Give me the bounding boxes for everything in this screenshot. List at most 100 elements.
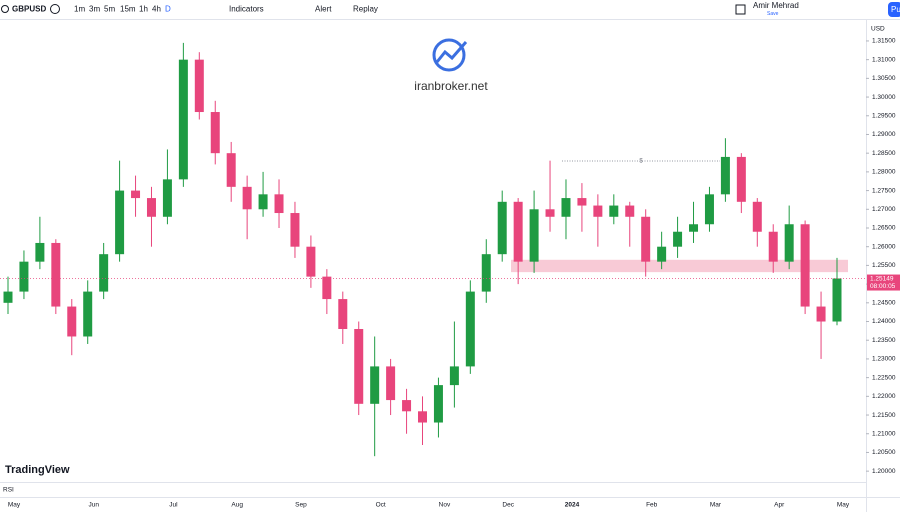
candle-body	[593, 205, 603, 217]
y-tick-label: 1.27500	[872, 187, 896, 194]
y-tick-label: 1.22000	[872, 393, 896, 400]
y-tick-label: 1.28500	[872, 150, 896, 157]
x-tick-label: Jun	[88, 502, 99, 509]
candle-body	[433, 385, 443, 423]
candle-body	[338, 299, 348, 329]
candle-body	[529, 209, 539, 262]
candle-body	[609, 205, 619, 217]
candle-body	[258, 194, 268, 210]
support-zone	[511, 259, 848, 273]
last-price-box	[867, 274, 900, 291]
candle-body	[99, 254, 109, 292]
x-tick-label: Oct	[376, 502, 386, 509]
y-tick-label: 1.29000	[872, 131, 896, 138]
indicators-button[interactable]: Indicators	[229, 5, 264, 14]
user-name[interactable]: Amir Mehrad	[753, 1, 799, 10]
candle-body	[354, 328, 364, 404]
indicator-label: RSI	[3, 487, 14, 494]
y-tick-label: 1.20500	[872, 449, 896, 456]
candle-body	[577, 198, 587, 206]
candle-body	[370, 366, 380, 404]
interval-button[interactable]: 4h	[152, 5, 161, 14]
x-tick-label: Feb	[646, 502, 658, 509]
compare-button[interactable]	[50, 4, 60, 14]
candle-body	[242, 186, 252, 210]
y-tick-label: 1.23000	[872, 356, 896, 363]
candle-body	[67, 306, 77, 337]
x-tick-label: Mar	[710, 502, 722, 509]
candle-body	[449, 366, 459, 386]
x-tick-label: Apr	[774, 502, 785, 509]
interval-button[interactable]: 1m	[74, 5, 85, 14]
save-label[interactable]: Save	[767, 11, 779, 17]
candle-body	[418, 411, 427, 423]
candle-body	[83, 291, 93, 337]
candle-body	[402, 400, 412, 412]
candle-body	[194, 59, 204, 113]
alert-button[interactable]: Alert	[315, 5, 332, 14]
candle-body	[784, 224, 794, 262]
last-price-label: 1.25149	[870, 275, 894, 282]
y-tick-label: 1.20000	[872, 468, 896, 475]
publish-label[interactable]: Pu	[891, 5, 900, 14]
candle-body	[545, 209, 555, 217]
candle-body	[720, 156, 730, 195]
interval-button[interactable]: 15m	[120, 5, 136, 14]
currency[interactable]: USD	[871, 26, 885, 33]
account-icon[interactable]	[735, 4, 746, 15]
candle-body	[752, 201, 762, 232]
candle-body	[832, 278, 842, 322]
y-tick-label: 1.24000	[872, 318, 896, 325]
y-tick-label: 1.30500	[872, 75, 896, 82]
candle-body	[641, 216, 651, 262]
search-icon[interactable]	[1, 5, 9, 13]
y-tick-label: 1.29500	[872, 112, 896, 119]
candle-body	[3, 291, 13, 303]
candle-body	[513, 201, 523, 262]
candle-body	[51, 242, 61, 307]
interval-button[interactable]: D	[165, 5, 171, 14]
y-tick-label: 1.28000	[872, 169, 896, 176]
candle-body	[481, 254, 491, 292]
logo	[432, 38, 468, 72]
candle-body	[210, 112, 220, 154]
y-tick-label: 1.31000	[872, 56, 896, 63]
y-tick-label: 1.22500	[872, 374, 896, 381]
candle-body	[19, 261, 29, 292]
interval-button[interactable]: 5m	[104, 5, 115, 14]
candle-body	[162, 179, 172, 217]
y-tick-label: 1.26000	[872, 243, 896, 250]
candle-body	[465, 291, 475, 367]
candle-body	[800, 224, 810, 307]
watermark-site: iranbroker.net	[414, 79, 488, 93]
x-tick-label: May	[8, 502, 21, 509]
publish-button[interactable]	[888, 2, 900, 17]
y-tick-label: 1.24500	[872, 300, 896, 307]
x-tick-label: May	[837, 502, 850, 509]
candle-body	[290, 213, 300, 247]
y-tick-label: 1.21500	[872, 412, 896, 419]
tradingview-logo: TradingView	[5, 464, 70, 476]
candle-body	[386, 366, 396, 401]
x-tick-label: Nov	[439, 502, 451, 509]
candle-body	[561, 198, 571, 217]
candle-body	[689, 224, 699, 232]
interval-button[interactable]: 1h	[139, 5, 148, 14]
candle-body	[226, 153, 236, 187]
symbol[interactable]: GBPUSD	[12, 5, 46, 14]
candle-body	[673, 231, 683, 247]
candle-body	[274, 194, 284, 214]
candle-body	[816, 306, 826, 322]
x-tick-label: Sep	[295, 502, 307, 509]
x-tick-label: Aug	[231, 502, 243, 509]
replay-button[interactable]: Replay	[353, 5, 378, 14]
logo-circle	[432, 38, 466, 72]
candle-body	[146, 198, 156, 217]
candle-body	[35, 242, 45, 262]
candle-body	[768, 231, 778, 262]
candle-body	[306, 246, 316, 277]
interval-button[interactable]: 3m	[89, 5, 100, 14]
candle-body	[497, 201, 507, 255]
